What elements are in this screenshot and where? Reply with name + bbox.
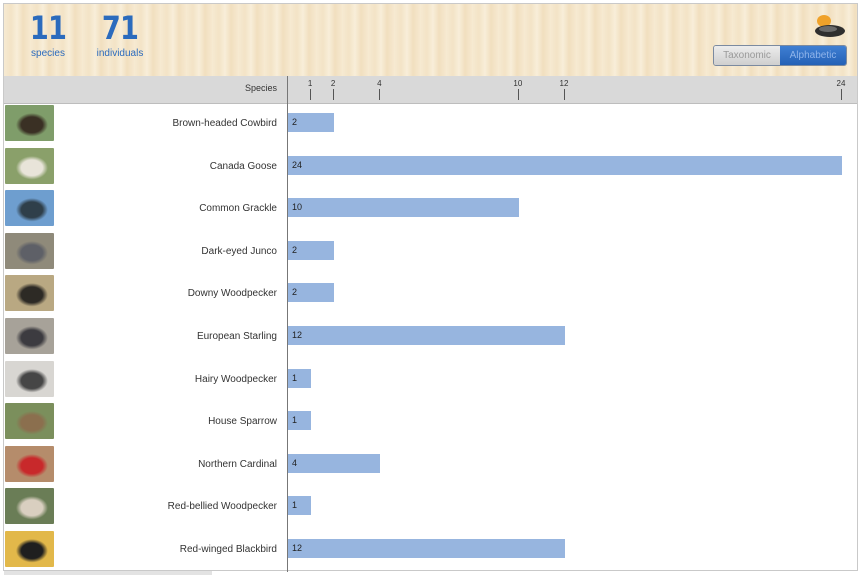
species-name: Canada Goose xyxy=(209,160,277,172)
species-name: Common Grackle xyxy=(199,203,277,215)
x-tick-label: 12 xyxy=(559,79,569,88)
individuals-count: 71 xyxy=(101,9,139,47)
count-bar xyxy=(288,453,381,473)
species-name: House Sparrow xyxy=(208,416,277,428)
count-bar xyxy=(288,240,335,260)
bird-logo-icon xyxy=(815,15,845,37)
species-count: 11 xyxy=(29,9,67,47)
species-photo[interactable] xyxy=(5,318,54,354)
count-bar xyxy=(288,326,565,345)
species-name: Downy Woodpecker xyxy=(187,288,277,300)
axis-line xyxy=(287,76,288,572)
species-row[interactable]: Northern Cardinal 4 xyxy=(4,445,857,487)
species-row[interactable]: Downy Woodpecker 2 xyxy=(4,274,857,316)
count-bar xyxy=(288,411,312,431)
species-row[interactable]: House Sparrow 1 xyxy=(4,402,857,444)
species-count-label: species xyxy=(31,48,65,59)
x-tick-label: 24 xyxy=(836,79,846,88)
count-label: 2 xyxy=(292,287,298,298)
x-tick xyxy=(517,89,519,100)
species-row[interactable]: Brown-headed Cowbird 2 xyxy=(4,104,857,146)
species-row[interactable]: Hairy Woodpecker 1 xyxy=(4,360,857,402)
x-tick xyxy=(310,89,312,100)
count-bar xyxy=(288,198,519,218)
species-row[interactable]: Red-bellied Woodpecker 1 xyxy=(4,487,857,529)
species-photo[interactable] xyxy=(5,105,54,141)
species-photo[interactable] xyxy=(5,360,54,397)
species-column-header: Species xyxy=(244,83,277,93)
count-bar xyxy=(288,113,335,132)
x-tick-label: 1 xyxy=(307,79,313,88)
species-photo[interactable] xyxy=(5,488,54,525)
species-name: Red-bellied Woodpecker xyxy=(167,501,277,513)
species-name: Brown-headed Cowbird xyxy=(172,118,277,129)
count-label: 12 xyxy=(292,330,303,340)
sort-alphabetic-button[interactable]: Alphabetic xyxy=(780,46,846,65)
species-photo[interactable] xyxy=(5,531,54,567)
species-name: European Starling xyxy=(196,331,277,342)
individuals-count-label: individuals xyxy=(96,48,144,59)
summary-header: 11 species 71 individuals Taxonomic Alph… xyxy=(4,4,857,77)
x-tick-label: 4 xyxy=(377,79,382,88)
species-row[interactable]: Common Grackle 10 xyxy=(4,189,857,231)
x-tick xyxy=(841,89,842,100)
species-name: Hairy Woodpecker xyxy=(194,373,277,385)
x-tick-label: 10 xyxy=(513,79,523,88)
species-row[interactable]: Dark-eyed Junco 2 xyxy=(4,232,857,274)
species-row[interactable]: European Starling 12 xyxy=(4,317,857,359)
count-label: 2 xyxy=(292,117,298,127)
x-tick xyxy=(379,89,381,100)
count-label: 10 xyxy=(292,202,303,213)
count-bar xyxy=(288,155,842,175)
x-tick xyxy=(564,89,565,100)
horizontal-scrollbar[interactable] xyxy=(4,571,212,575)
column-header: Species 1 2 4 10 12 24 xyxy=(4,76,857,104)
species-stat: 11 species xyxy=(26,10,70,60)
sort-taxonomic-button[interactable]: Taxonomic xyxy=(714,46,780,65)
count-bar xyxy=(288,368,312,388)
species-photo[interactable] xyxy=(5,275,54,312)
bird-count-panel: 11 species 71 individuals Taxonomic Alph… xyxy=(3,3,858,575)
species-photo[interactable] xyxy=(5,147,54,184)
species-name: Red-winged Blackbird xyxy=(179,544,277,555)
sort-toggle[interactable]: Taxonomic Alphabetic xyxy=(713,45,847,66)
count-label: 12 xyxy=(292,543,303,553)
count-bar xyxy=(288,539,565,558)
count-label: 24 xyxy=(292,159,303,170)
count-bar xyxy=(288,496,312,516)
species-row[interactable]: Canada Goose 24 xyxy=(4,147,857,189)
species-name: Northern Cardinal xyxy=(198,458,277,470)
individuals-stat: 71 individuals xyxy=(88,10,152,60)
x-tick-label: 2 xyxy=(330,79,336,88)
x-tick xyxy=(333,89,335,100)
species-photo[interactable] xyxy=(5,403,54,440)
count-label: 2 xyxy=(292,244,298,255)
species-photo[interactable] xyxy=(5,190,54,227)
count-label: 4 xyxy=(292,457,298,468)
count-bar xyxy=(288,283,335,303)
species-photo[interactable] xyxy=(5,232,54,269)
species-row[interactable]: Red-winged Blackbird 12 xyxy=(4,530,857,572)
count-label: 1 xyxy=(292,500,298,511)
species-name: Dark-eyed Junco xyxy=(201,245,277,257)
species-photo[interactable] xyxy=(5,445,54,482)
count-label: 1 xyxy=(292,415,298,426)
count-label: 1 xyxy=(292,372,298,383)
